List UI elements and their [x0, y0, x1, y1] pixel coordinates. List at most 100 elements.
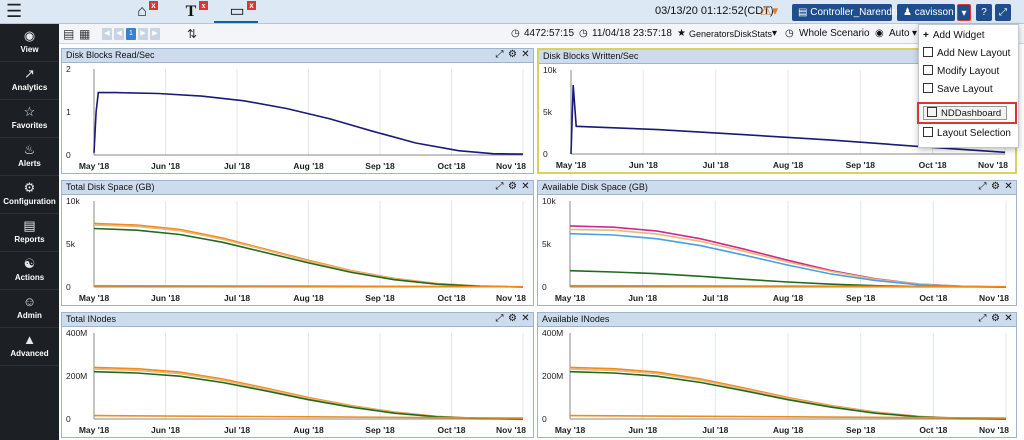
widget-title: Total INodes	[66, 314, 117, 324]
tab-home[interactable]: ⌂ x	[134, 1, 158, 22]
x-tick-label: May '18	[79, 425, 110, 435]
sidebar-item-admin[interactable]: ☺ Admin	[0, 290, 59, 328]
sidebar-item-advanced[interactable]: ▲ Advanced	[0, 328, 59, 366]
tab-screen[interactable]: ▭ x	[226, 1, 256, 22]
line-chart: May '18 Jun '18 Jul '18 Aug '18 Sep '18 Oct '…	[66, 196, 526, 303]
x-tick-label: Jun '18	[151, 161, 180, 171]
last-page-button[interactable]: ▶	[150, 28, 160, 40]
layout-edit-icon	[923, 65, 933, 75]
sidebar-item-label: Reports	[14, 235, 45, 244]
widget-header: Available Disk Space (GB) ⤢ ⚙ ✕	[538, 181, 1016, 195]
x-tick-label: Sep '18	[846, 160, 876, 170]
settings-gear-icon[interactable]: ⚙	[508, 49, 517, 60]
x-tick-label: Aug '18	[773, 293, 804, 303]
sidebar-item-label: Analytics	[11, 83, 48, 92]
x-tick-label: Aug '18	[293, 161, 324, 171]
y-tick-label: 10k	[66, 196, 80, 206]
clock-icon: ◷	[511, 28, 520, 39]
close-icon[interactable]: x	[199, 1, 208, 10]
nddashboard-entry[interactable]: NDDashboard	[923, 106, 1007, 120]
menu-item-label: Modify Layout	[937, 66, 1000, 77]
x-tick-label: Nov '18	[496, 293, 526, 303]
menu-item-layout-selection[interactable]: Layout Selection	[923, 126, 1017, 142]
user-button[interactable]: ♟ cavisson	[897, 4, 955, 21]
settings-gear-icon[interactable]: ⚙	[991, 181, 1000, 192]
sidebar-item-reports[interactable]: ▤ Reports	[0, 214, 59, 252]
sidebar-item-actions[interactable]: ☯ Actions	[0, 252, 59, 290]
menu-item-nddashboard[interactable]: NDDashboard	[917, 102, 1017, 124]
close-icon[interactable]: ✕	[1004, 313, 1013, 324]
page-number[interactable]: 1	[126, 28, 136, 40]
chevron-down-icon[interactable]: ▾	[912, 28, 918, 39]
widget-title: Disk Blocks Read/Sec	[66, 50, 155, 60]
close-icon[interactable]: x	[247, 1, 256, 10]
x-tick-label: Nov '18	[496, 425, 526, 435]
settings-gear-icon[interactable]: ⚙	[991, 313, 1000, 324]
maximize-icon[interactable]: ⤢	[495, 49, 504, 60]
scenario-selector[interactable]: Whole Scenario	[799, 28, 870, 39]
close-icon[interactable]: ✕	[1004, 181, 1013, 192]
favorite-selector[interactable]: GeneratorsDiskStats	[689, 29, 773, 39]
help-button[interactable]: ?	[976, 4, 992, 21]
next-page-button[interactable]: ▶	[138, 28, 148, 40]
menu-item-modify-layout[interactable]: Modify Layout	[923, 64, 1017, 80]
x-tick-label: Jul '18	[703, 160, 729, 170]
sidebar-item-configuration[interactable]: ⚙ Configuration	[0, 176, 59, 214]
fullscreen-button[interactable]: ⤢	[995, 4, 1011, 21]
y-tick-label: 10k	[543, 65, 557, 75]
settings-gear-icon[interactable]: ⚙	[508, 181, 517, 192]
close-icon[interactable]: ✕	[521, 313, 530, 324]
first-page-button[interactable]: ◀	[102, 28, 112, 40]
y-tick-label: 0	[542, 282, 547, 292]
controller-button[interactable]: ▤ Controller_Narendra	[792, 4, 901, 21]
menu-item-save-layout[interactable]: Save Layout	[923, 82, 1017, 98]
bell-icon: ♨	[23, 142, 36, 157]
hamburger-menu-icon[interactable]: ☰	[6, 1, 23, 21]
sidebar-item-analytics[interactable]: ↗ Analytics	[0, 62, 59, 100]
sidebar-item-view[interactable]: ◉ View	[0, 24, 59, 62]
active-tab-indicator	[214, 21, 258, 23]
table-icon[interactable]: ▦	[79, 27, 91, 41]
top-bar: ☰ ⌂ x T x ▭ x 03/13/20 01:12:52(CDT) ⚠▾ …	[0, 0, 1024, 24]
close-icon[interactable]: x	[149, 1, 158, 10]
caret-down-icon: ▾	[961, 8, 967, 19]
menu-item-add-new-layout[interactable]: Add New Layout	[923, 46, 1017, 62]
x-tick-label: Jul '18	[224, 293, 250, 303]
favorite-star-icon: ★	[677, 28, 686, 39]
chart-area: May '18 Jun '18 Jul '18 Aug '18 Sep '18 Oct '…	[62, 63, 533, 173]
maximize-icon[interactable]: ⤢	[495, 313, 504, 324]
series-line	[569, 284, 1007, 288]
menu-item-add-widget[interactable]: + Add Widget	[923, 28, 1017, 44]
prev-page-button[interactable]: ◀	[114, 28, 124, 40]
sort-icon[interactable]: ⇅	[187, 27, 198, 41]
maximize-icon[interactable]: ⤢	[495, 181, 504, 192]
sidebar-item-favorites[interactable]: ☆ Favorites	[0, 100, 59, 138]
alert-status-icon[interactable]: ⚠▾	[760, 3, 779, 18]
x-tick-label: Jun '18	[628, 425, 657, 435]
menu-item-label: Save Layout	[937, 84, 993, 95]
x-tick-label: Jul '18	[224, 161, 250, 171]
series-line	[93, 227, 524, 288]
sidebar-item-alerts[interactable]: ♨ Alerts	[0, 138, 59, 176]
x-tick-label: Jun '18	[151, 425, 180, 435]
bar-chart-icon[interactable]: ▤	[63, 27, 75, 41]
menu-item-label: Layout Selection	[937, 128, 1011, 139]
copy-icon	[927, 107, 937, 117]
grid-icon	[923, 47, 933, 57]
maximize-icon[interactable]: ⤢	[978, 313, 987, 324]
series-line	[93, 414, 524, 419]
settings-gear-icon[interactable]: ⚙	[508, 313, 517, 324]
y-tick-label: 10k	[542, 196, 556, 206]
close-icon[interactable]: ✕	[521, 49, 530, 60]
maximize-icon[interactable]: ⤢	[978, 181, 987, 192]
sidebar-item-label: View	[20, 45, 39, 54]
tab-text[interactable]: T x	[182, 1, 208, 22]
x-tick-label: Oct '18	[919, 160, 947, 170]
view-mode-selector[interactable]: Auto	[889, 28, 910, 39]
layout-menu-caret-button[interactable]: ▾	[957, 4, 971, 21]
close-icon[interactable]: ✕	[521, 181, 530, 192]
x-tick-label: Nov '18	[979, 293, 1009, 303]
line-chart: May '18 Jun '18 Jul '18 Aug '18 Sep '18 Oct '…	[542, 196, 1009, 303]
chevron-down-icon[interactable]: ▾	[772, 28, 778, 39]
line-chart: May '18 Jun '18 Jul '18 Aug '18 Sep '18 Oct '…	[66, 328, 526, 435]
